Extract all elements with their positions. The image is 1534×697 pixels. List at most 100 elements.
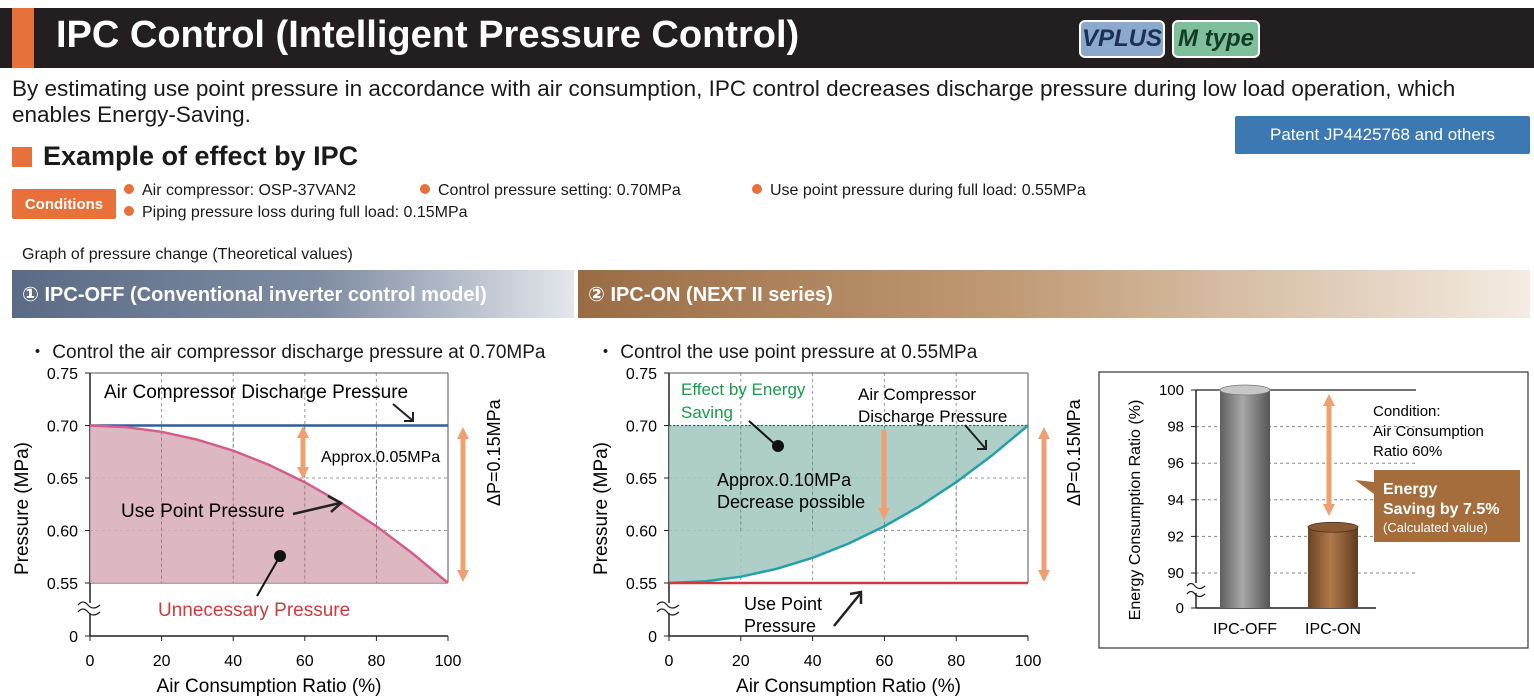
x-tick-label: 60 xyxy=(296,653,314,670)
pointer-line xyxy=(748,420,778,447)
panel-header-on-label: ② IPC-ON (NEXT II series) xyxy=(588,284,833,306)
x-tick-label: 60 xyxy=(876,653,894,670)
condition-item: Control pressure setting: 0.70MPa xyxy=(420,182,681,200)
condition-item: Air compressor: OSP-37VAN2 xyxy=(124,182,356,200)
use-point-label: Use Point Pressure xyxy=(121,501,285,522)
discharge-label: Air Compressor Discharge Pressure xyxy=(104,382,408,403)
y-tick-label: 0.60 xyxy=(47,524,78,541)
condition-label: Condition: xyxy=(1373,403,1441,420)
chart-ipc-off: 0 0.55 0.60 0.65 0.70 0.75 0 20 40 60 80 100 Air Con… xyxy=(12,366,504,697)
pointer-arrow xyxy=(292,501,341,516)
x-axis-label: Air Consumption Ratio (%) xyxy=(736,676,961,697)
y-tick-label: 0.70 xyxy=(626,419,657,436)
x-tick-label: 0 xyxy=(665,653,674,670)
x-tick-label: 40 xyxy=(804,653,822,670)
bullet-icon xyxy=(752,184,762,194)
y-tick-label: 0.60 xyxy=(626,524,657,541)
y-axis-label: Pressure (MPa) xyxy=(591,442,612,575)
y-tick-label: 0.75 xyxy=(626,366,657,383)
section-title: Example of effect by IPC xyxy=(43,141,359,171)
pointer-arrow xyxy=(833,593,861,627)
y-axis-label: Energy Consumption Ratio (%) xyxy=(1127,400,1144,621)
intro-text: By estimating use point pressure in acco… xyxy=(12,76,1456,127)
section-marker xyxy=(12,147,32,167)
panel-header-off-label: ① IPC-OFF (Conventional inverter control… xyxy=(22,284,487,306)
bar-cap xyxy=(1307,521,1359,533)
y-tick-label: 0.65 xyxy=(47,471,78,488)
condition-label: Air Consumption xyxy=(1373,423,1484,440)
y-tick-label: 0 xyxy=(648,629,657,646)
y-axis-label: Pressure (MPa) xyxy=(12,442,33,575)
effect-label: Saving xyxy=(681,403,733,422)
use-point-label: Pressure xyxy=(744,616,816,636)
y-tick-label: 98 xyxy=(1167,419,1184,436)
conditions-badge: Conditions xyxy=(12,189,116,219)
y-tick-label: 90 xyxy=(1167,565,1184,582)
x-tick-label: 0 xyxy=(86,653,95,670)
patent-button[interactable]: Patent JP4425768 and others xyxy=(1235,116,1530,154)
saving-label: Saving by 7.5% xyxy=(1383,501,1500,518)
approx-label: Decrease possible xyxy=(717,492,865,512)
y-tick-label: 94 xyxy=(1167,492,1184,509)
pointer-arrow xyxy=(977,440,987,450)
discharge-label: Air Compressor xyxy=(858,385,976,404)
condition-item: Piping pressure loss during full load: 0… xyxy=(124,204,468,222)
x-tick-label: 80 xyxy=(947,653,965,670)
bullet-icon xyxy=(124,184,134,194)
chart-energy-bar: 0 90 92 94 96 98 100 Energy Consumption Ratio (… xyxy=(1098,371,1529,649)
effect-label: Effect by Energy xyxy=(681,380,806,399)
condition-label: Ratio 60% xyxy=(1373,443,1442,460)
chart-ipc-on: 0 0.55 0.60 0.65 0.70 0.75 0 20 40 60 80 100 Air Con… xyxy=(591,366,1084,697)
saving-label: (Calculated value) xyxy=(1383,520,1488,535)
y-tick-label: 96 xyxy=(1167,455,1184,472)
x-axis-label: Air Consumption Ratio (%) xyxy=(157,676,382,697)
y-tick-label: 0 xyxy=(69,629,78,646)
use-point-pressure-line xyxy=(89,424,449,584)
x-tick-label: 20 xyxy=(153,653,171,670)
y-tick-label: 0 xyxy=(1176,600,1184,617)
bar xyxy=(1220,390,1270,608)
pointer-arrow xyxy=(404,412,414,422)
panel-note-on: ・ Control the use point pressure at 0.55… xyxy=(596,342,978,363)
x-tick-label: 100 xyxy=(1015,653,1042,670)
y-tick-label: 0.55 xyxy=(626,576,657,593)
bar-cap xyxy=(1219,384,1271,396)
axis-break-icon xyxy=(1186,590,1206,598)
x-tick-label: 80 xyxy=(368,653,386,670)
y-tick-label: 0.65 xyxy=(626,471,657,488)
pointer-arrow xyxy=(327,494,344,513)
axis-break-icon xyxy=(1186,582,1206,590)
bullet-icon xyxy=(124,206,134,216)
panel-note-off: ・ Control the air compressor discharge p… xyxy=(28,342,546,363)
axis-break-icon xyxy=(656,601,680,609)
delta-label: ΔP=0.15MPa xyxy=(484,398,504,506)
y-tick-label: 0.70 xyxy=(47,419,78,436)
x-tick-label: IPC-ON xyxy=(1305,621,1361,638)
y-tick-label: 0.75 xyxy=(47,366,78,383)
bar xyxy=(1308,527,1358,608)
saving-callout xyxy=(1355,470,1520,542)
axis-break-icon xyxy=(77,601,101,609)
panel-header-on: ② IPC-ON (NEXT II series) xyxy=(578,270,1530,318)
delta-label: ΔP=0.15MPa xyxy=(1064,398,1084,506)
y-tick-label: 92 xyxy=(1167,528,1184,545)
header-accent xyxy=(12,8,34,68)
x-tick-label: 100 xyxy=(435,653,462,670)
axis-break-icon xyxy=(656,608,680,616)
pointer-arrow xyxy=(849,590,863,604)
axis-break-icon xyxy=(77,608,101,616)
y-tick-label: 100 xyxy=(1159,382,1184,399)
saving-label: Energy xyxy=(1383,481,1437,498)
page-title: IPC Control (Intelligent Pressure Contro… xyxy=(56,14,800,56)
pointer-arrow xyxy=(392,403,413,421)
unnecessary-pressure-area xyxy=(90,425,448,583)
approx-label: Approx.0.05MPa xyxy=(321,449,440,466)
panel-header-off: ① IPC-OFF (Conventional inverter control… xyxy=(12,270,574,318)
unnecessary-label: Unnecessary Pressure xyxy=(158,600,350,621)
x-tick-label: IPC-OFF xyxy=(1213,621,1277,638)
header-bar: IPC Control (Intelligent Pressure Contro… xyxy=(0,8,1534,68)
x-tick-label: 40 xyxy=(224,653,242,670)
condition-item: Use point pressure during full load: 0.5… xyxy=(752,182,1086,200)
discharge-label: Discharge Pressure xyxy=(858,407,1007,426)
